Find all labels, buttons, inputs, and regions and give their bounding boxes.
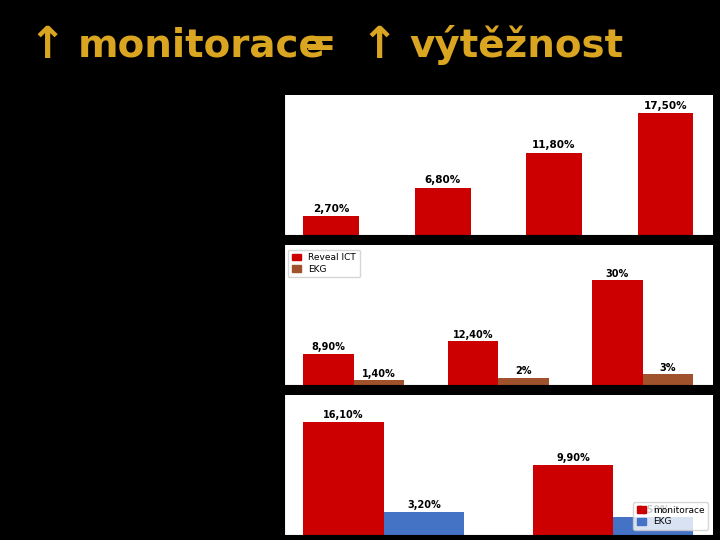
Legend: monitorace, EKG: monitorace, EKG xyxy=(633,502,708,530)
Text: EMBRACE
30 dnů = 16,1%: EMBRACE 30 dnů = 16,1% xyxy=(28,442,188,487)
Text: 2,50%: 2,50% xyxy=(636,505,670,515)
Legend: Reveal ICT, EKG: Reveal ICT, EKG xyxy=(289,249,360,278)
Text: monitorace: monitorace xyxy=(78,26,325,64)
Text: 3%: 3% xyxy=(660,363,676,373)
Bar xyxy=(384,512,464,535)
Bar xyxy=(415,187,470,235)
Text: Jabaudon et al 2004.
8 dnů = 14,8%: Jabaudon et al 2004. 8 dnů = 14,8% xyxy=(28,143,237,187)
Bar xyxy=(498,378,549,385)
Text: 3,20%: 3,20% xyxy=(407,500,441,510)
Text: 2,70%: 2,70% xyxy=(313,204,349,214)
Bar xyxy=(354,380,405,385)
Bar xyxy=(303,422,384,535)
Text: 9,90%: 9,90% xyxy=(556,453,590,463)
Bar xyxy=(533,465,613,535)
Bar xyxy=(448,341,498,385)
Bar xyxy=(638,113,693,235)
Bar xyxy=(593,280,643,385)
Text: 6,80%: 6,80% xyxy=(425,176,461,185)
Text: výtěžnost: výtěžnost xyxy=(410,25,624,65)
Bar xyxy=(613,517,693,535)
Bar xyxy=(643,374,693,385)
Bar xyxy=(303,216,359,235)
Text: 30%: 30% xyxy=(606,268,629,279)
Text: 16,10%: 16,10% xyxy=(323,410,364,420)
Text: ↑: ↑ xyxy=(360,24,397,67)
Text: CRYSTAL-AF
3 roky = 30%: CRYSTAL-AF 3 roky = 30% xyxy=(28,293,163,336)
Text: =: = xyxy=(304,26,336,64)
Text: 11,80%: 11,80% xyxy=(532,140,576,151)
Text: 8,90%: 8,90% xyxy=(312,342,346,352)
Bar xyxy=(303,354,354,385)
Text: ↑: ↑ xyxy=(28,24,66,67)
Text: 2%: 2% xyxy=(516,367,532,376)
Bar xyxy=(526,153,582,235)
Text: 1,40%: 1,40% xyxy=(362,368,396,379)
Text: 12,40%: 12,40% xyxy=(453,330,493,340)
Text: 17,50%: 17,50% xyxy=(644,100,688,111)
